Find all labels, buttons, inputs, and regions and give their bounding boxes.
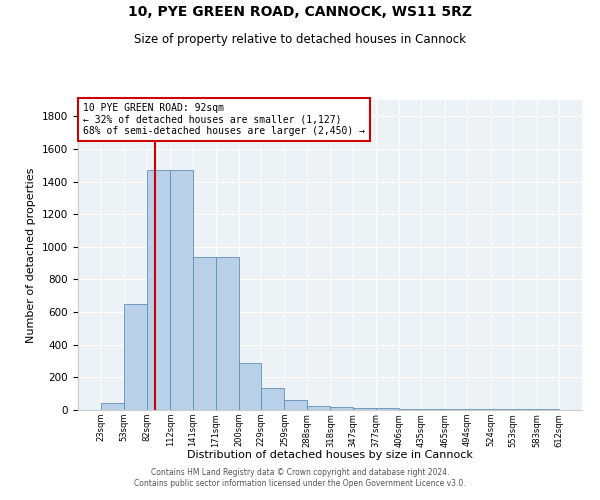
Bar [193, 258, 216, 410]
Bar [124, 304, 147, 410]
Bar [101, 404, 124, 410]
Bar [467, 409, 491, 410]
Bar [376, 408, 399, 410]
Bar [331, 406, 353, 410]
Bar [284, 400, 307, 410]
Bar [536, 409, 559, 410]
Text: 10, PYE GREEN ROAD, CANNOCK, WS11 5RZ: 10, PYE GREEN ROAD, CANNOCK, WS11 5RZ [128, 5, 472, 19]
Bar [307, 406, 331, 410]
Y-axis label: Number of detached properties: Number of detached properties [26, 168, 37, 342]
Bar [216, 258, 239, 410]
Bar [445, 409, 467, 410]
Bar [513, 409, 536, 410]
Bar [353, 408, 376, 410]
Text: Contains HM Land Registry data © Crown copyright and database right 2024.
Contai: Contains HM Land Registry data © Crown c… [134, 468, 466, 487]
Bar [491, 409, 513, 410]
Text: 10 PYE GREEN ROAD: 92sqm
← 32% of detached houses are smaller (1,127)
68% of sem: 10 PYE GREEN ROAD: 92sqm ← 32% of detach… [83, 103, 365, 136]
Text: Distribution of detached houses by size in Cannock: Distribution of detached houses by size … [187, 450, 473, 460]
Text: Size of property relative to detached houses in Cannock: Size of property relative to detached ho… [134, 32, 466, 46]
Bar [147, 170, 170, 410]
Bar [399, 409, 421, 410]
Bar [421, 409, 445, 410]
Bar [170, 170, 193, 410]
Bar [239, 362, 261, 410]
Bar [261, 388, 284, 410]
